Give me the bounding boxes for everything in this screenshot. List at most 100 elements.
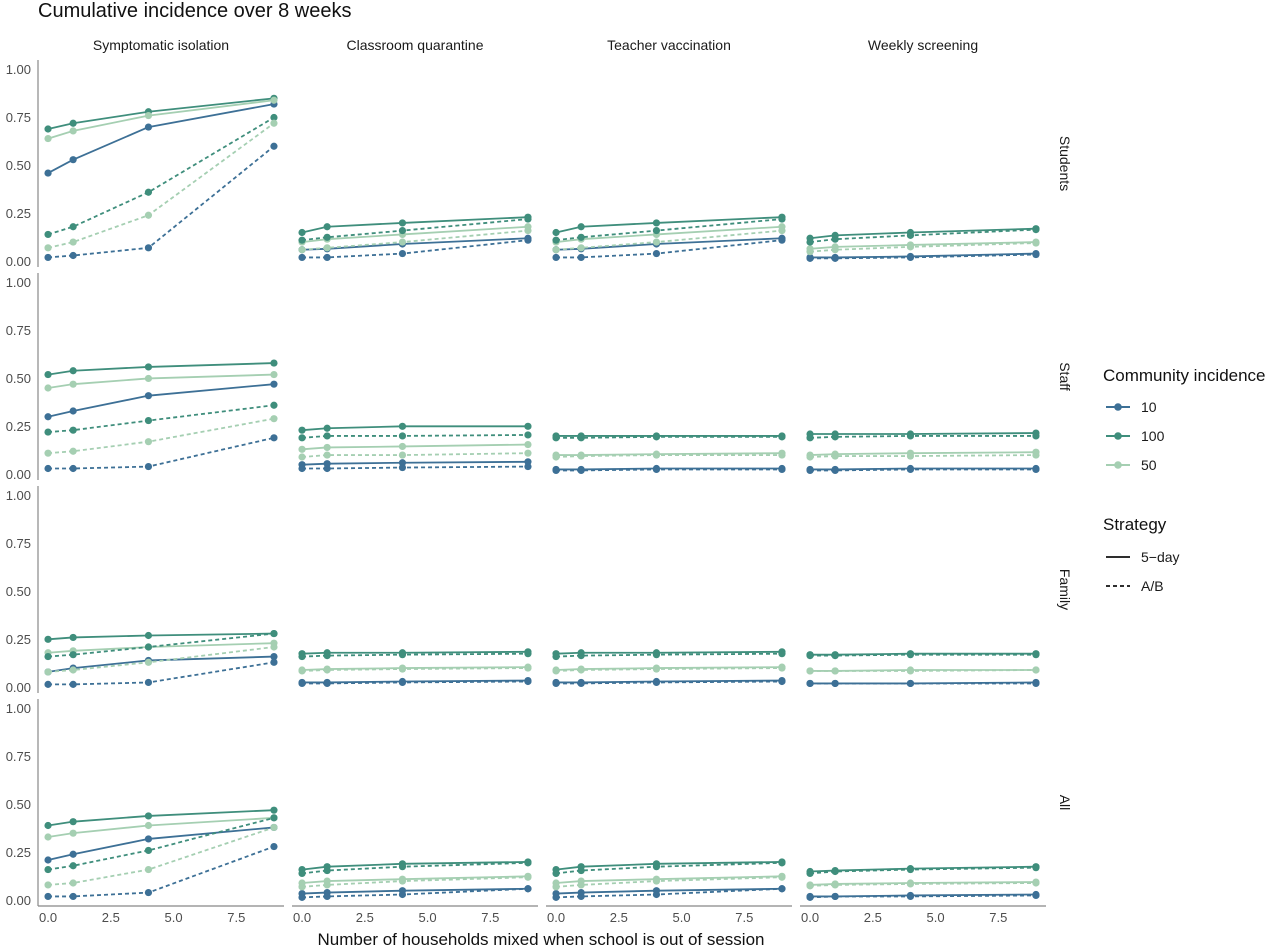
data-point [778,885,786,893]
data-point [69,407,77,415]
data-point [806,238,814,246]
data-point [323,464,331,473]
data-point [831,667,839,675]
data-point [323,432,331,440]
data-point [552,228,560,237]
data-point [806,254,814,262]
data-point [270,119,278,127]
data-point [323,253,331,262]
data-point [577,881,585,889]
data-point [806,679,814,688]
series [806,226,1040,246]
x-tick-label: 2.5 [610,910,628,925]
series-line [555,875,782,884]
data-point [69,892,77,901]
series [806,432,1040,442]
series [44,370,278,392]
series [806,864,1040,878]
panel [298,648,532,688]
row-strip-label: Staff [1057,362,1073,391]
series-line [555,861,782,871]
data-point [270,401,278,409]
data-point [323,652,331,660]
data-point [906,667,915,675]
column-strip-labels: Symptomatic isolation Classroom quarantin… [93,37,978,53]
legend-color-item: 10 [1106,399,1157,415]
legend: Community incidence 10 100 50 Strategy 5−d… [1103,366,1266,594]
series-line [301,875,528,884]
series [552,213,786,237]
panel [806,225,1040,262]
series [298,236,532,262]
series-line [555,861,782,875]
data-point [524,431,532,439]
data-point [398,877,407,885]
legend-linetype-items: 5−day A/B [1106,549,1180,594]
series [806,465,1040,475]
panel [806,429,1040,475]
data-point [524,449,532,457]
series-line [810,252,1036,259]
data-point [1032,451,1040,459]
data-point [44,230,52,239]
series-line [810,882,1036,887]
data-point [144,363,153,371]
data-point [524,236,532,244]
data-point [652,678,661,687]
x-tick-label: 0.0 [39,910,57,925]
series-line [47,632,275,658]
data-point [69,367,77,375]
data-point [398,442,407,451]
series-line [810,894,1036,899]
series [806,250,1040,262]
series-line [556,667,782,672]
data-point [806,893,814,901]
data-point [906,679,915,688]
data-point [44,384,52,392]
series [552,226,786,254]
series [552,885,786,901]
y-tick-label: 0.00 [6,893,31,908]
data-point [398,226,407,235]
data-point [398,451,407,459]
y-tick-label: 0.00 [6,254,31,269]
legend-color-swatch-point [1114,403,1122,411]
data-point [806,667,814,675]
series-line [810,435,1036,439]
data-point [69,829,77,837]
series-line [47,826,275,861]
data-point [524,226,532,235]
data-point [552,667,560,675]
series [552,465,786,475]
series-line [809,241,1036,250]
series-line [810,432,1036,435]
series [298,449,532,461]
series-line [48,661,275,686]
data-point [906,465,915,474]
series-line [47,809,275,827]
data-point [778,677,786,686]
y-tick-label: 0.50 [6,797,31,812]
series [806,679,1040,688]
data-point [577,434,585,442]
data-point [398,249,407,258]
data-point [44,134,52,143]
series [44,100,278,177]
x-tick-label: 2.5 [356,910,374,925]
series [298,885,532,901]
data-point [270,652,278,661]
data-point [398,651,407,659]
data-point [323,233,331,241]
series [44,814,278,841]
data-point [69,633,77,642]
column-strip-label: Symptomatic isolation [93,37,229,53]
data-point [652,433,661,441]
series-line [302,465,528,470]
data-point [144,392,153,400]
y-tick-label: 0.00 [6,680,31,695]
series [552,664,786,675]
series-line [556,454,782,458]
data-point [398,432,407,440]
data-point [577,244,585,252]
series [44,806,278,830]
